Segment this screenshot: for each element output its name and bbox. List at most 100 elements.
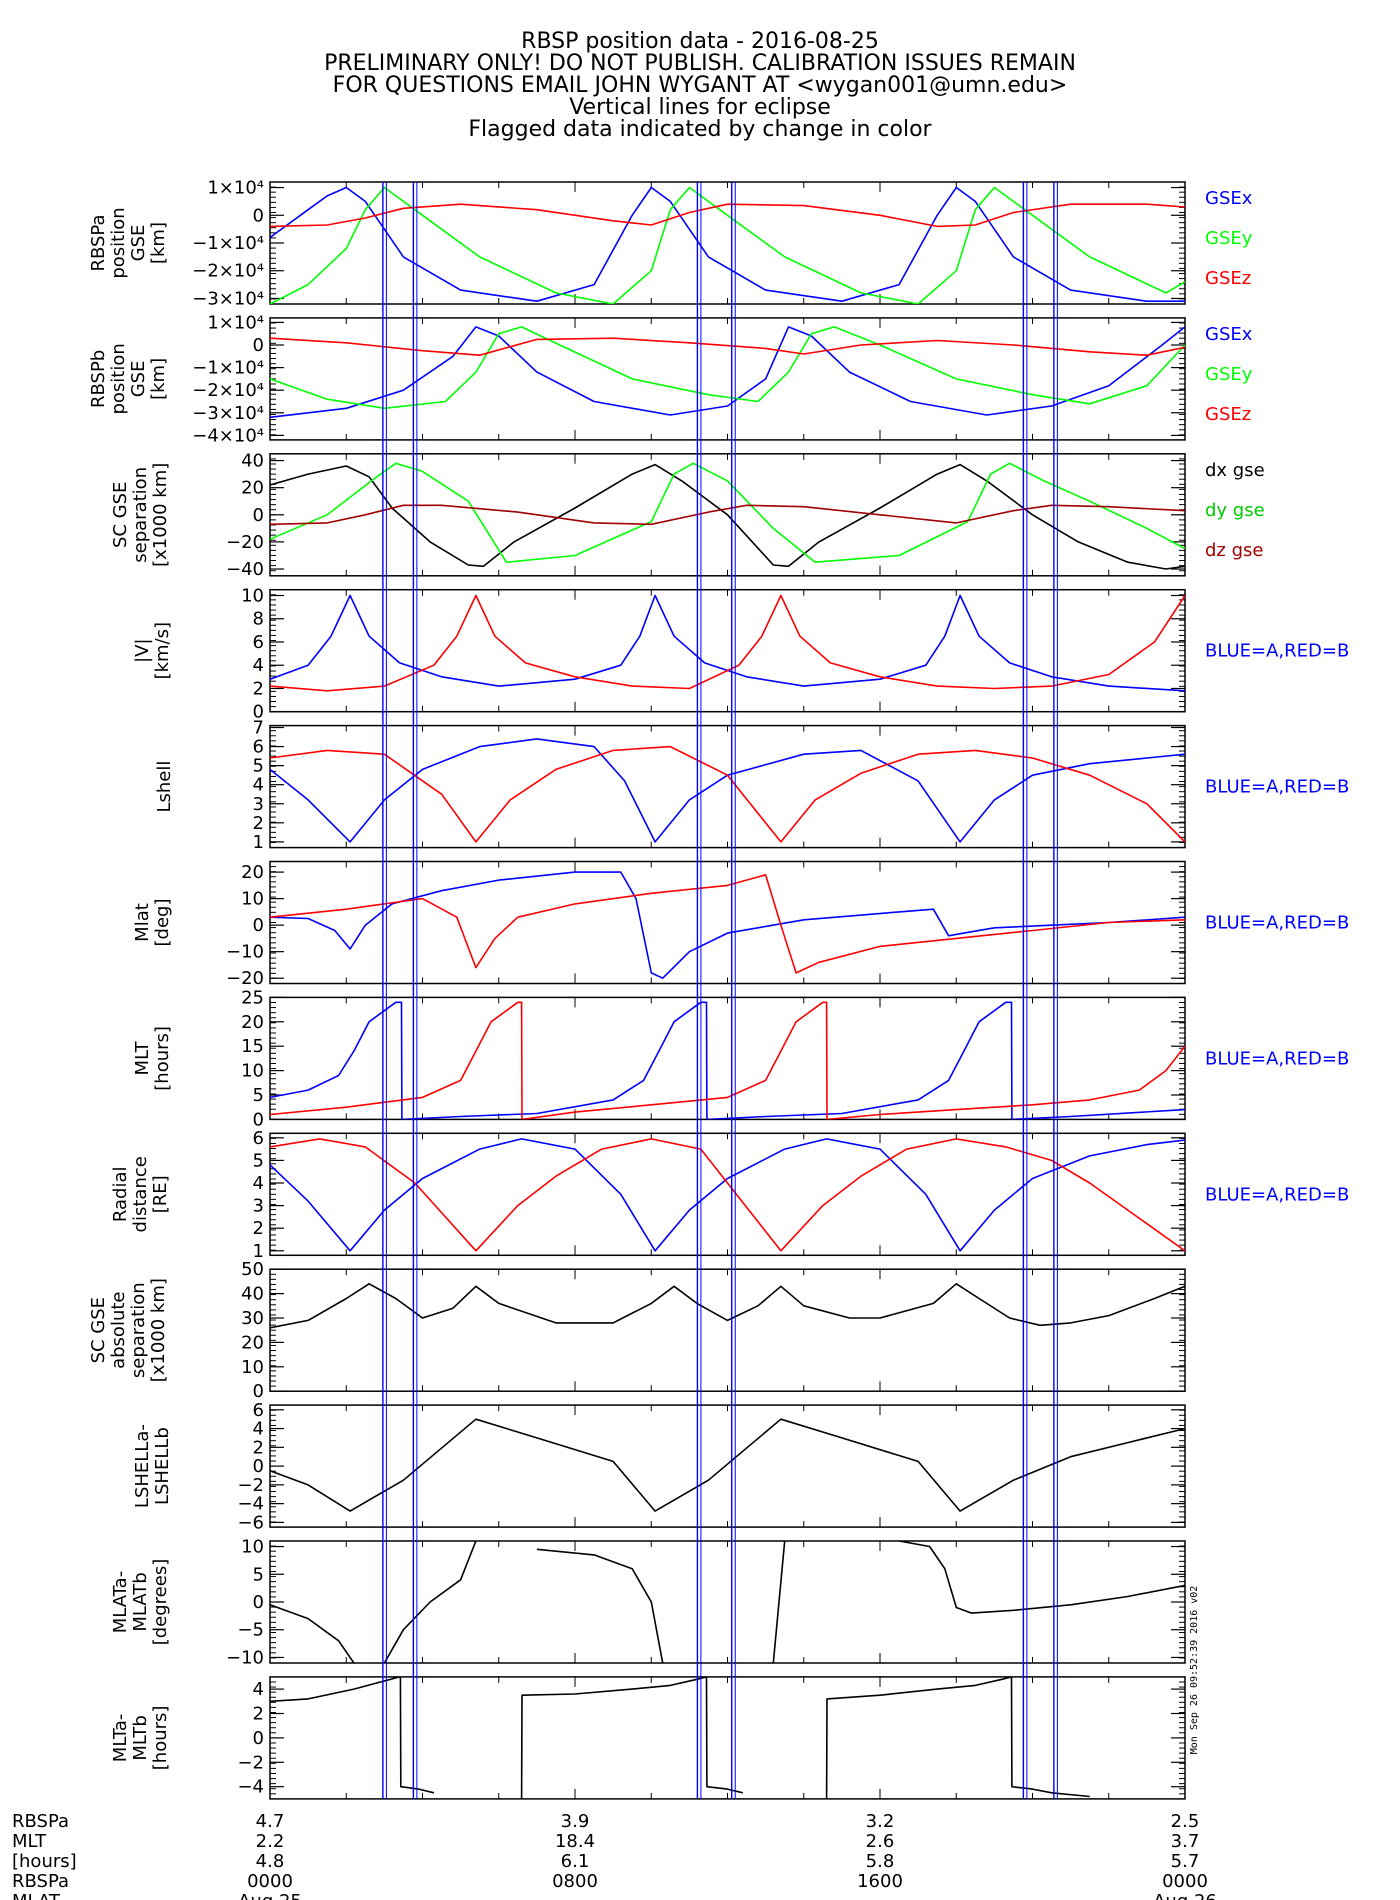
- y-axis-label: LSHELLb: [152, 1427, 173, 1505]
- y-tick-label: 30: [241, 1308, 264, 1329]
- y-tick-label: 25: [241, 987, 264, 1008]
- legend-entry: GSEz: [1205, 404, 1251, 425]
- series-line-dy-gse: [270, 462, 1185, 564]
- y-axis-label: RBSPa: [88, 214, 109, 271]
- tick-row-label: RBSPa: [12, 1871, 69, 1892]
- y-axis-label: [x1000 km]: [150, 463, 171, 567]
- panel-frame: [269, 317, 1186, 441]
- series-line-gsex: [270, 326, 1185, 419]
- series-line-gsez: [270, 337, 1185, 357]
- title-line: FOR QUESTIONS EMAIL JOHN WYGANT AT <wyga…: [333, 73, 1068, 98]
- y-axis-label: MLATa-: [110, 1571, 131, 1633]
- y-tick-label: 6: [253, 1400, 264, 1421]
- panel-frame: [269, 1540, 1186, 1664]
- legend-entry: dy gse: [1205, 500, 1265, 521]
- series-line-dz-gse: [270, 504, 1185, 526]
- y-axis-label: SC GSE: [88, 1297, 109, 1363]
- y-axis-label: MLT: [132, 1040, 153, 1075]
- y-tick-label: 3: [253, 794, 264, 815]
- y-tick-label: −10: [226, 942, 264, 963]
- panel-6: 20 10 0 −10 −20 Mlat [deg] BLUE=A,RED=B: [132, 860, 1349, 989]
- y-tick-label: 5: [253, 1085, 264, 1106]
- y-axis-label: Lshell: [154, 761, 175, 813]
- panel-11: 10 5 0 −5 −10 MLATa- MLATb [degrees]: [110, 1537, 1186, 1668]
- y-tick-label: −2: [237, 1752, 264, 1773]
- y-axis-label: [km]: [148, 222, 169, 264]
- panel-frame: [269, 588, 1186, 713]
- legend-entry: dx gse: [1205, 460, 1265, 481]
- series-line-a: [270, 1138, 1185, 1252]
- series-line-a: [270, 738, 1185, 843]
- y-tick-label: −6: [237, 1512, 264, 1533]
- y-tick-label: 6: [253, 737, 264, 758]
- y-tick-label: 5: [253, 1150, 264, 1171]
- y-axis-label: GSE: [128, 361, 149, 398]
- x-tick-label: 0800: [552, 1871, 598, 1892]
- series-line-seg4: [772, 1541, 786, 1663]
- y-axis-label: [deg]: [152, 899, 173, 947]
- y-tick-label: 6: [253, 1128, 264, 1149]
- y-tick-label: −20: [226, 968, 264, 989]
- panel-frame: [269, 1132, 1186, 1257]
- title-line: PRELIMINARY ONLY! DO NOT PUBLISH. CALIBR…: [324, 51, 1076, 76]
- y-tick-label: −1×10⁴: [192, 233, 264, 254]
- title-line: Flagged data indicated by change in colo…: [468, 117, 932, 142]
- y-axis-label: MLTa-: [110, 1714, 131, 1763]
- y-tick-label: 8: [253, 609, 264, 630]
- x-tick-label: 2.2: [256, 1831, 285, 1852]
- panel-12: 4 2 0 −2 −4 MLTa- MLTb [hours]: [110, 1676, 1186, 1800]
- series-line-seg3: [536, 1548, 664, 1663]
- y-tick-label: 2: [253, 813, 264, 834]
- series-line-gsey: [270, 186, 1185, 304]
- y-tick-label: 1: [253, 1241, 264, 1262]
- panel-frame: [269, 1676, 1186, 1800]
- y-tick-label: −4: [237, 1777, 264, 1798]
- y-tick-label: 4: [253, 1419, 264, 1440]
- y-tick-label: 50: [241, 1259, 264, 1280]
- legend-entry: BLUE=A,RED=B: [1205, 1048, 1349, 1069]
- legend-entry: GSEx: [1205, 324, 1253, 345]
- legend-entry: GSEx: [1205, 188, 1253, 209]
- tick-row-label: [hours]: [12, 1851, 77, 1872]
- y-tick-label: 2: [253, 1218, 264, 1239]
- y-tick-label: 4: [253, 1679, 264, 1700]
- title-line: RBSP position data - 2016-08-25: [521, 29, 879, 54]
- y-tick-label: −1×10⁴: [192, 358, 264, 379]
- y-axis-label: distance: [130, 1156, 151, 1232]
- series-line-seg3: [825, 1676, 1090, 1799]
- y-tick-label: 7: [253, 718, 264, 739]
- y-axis-label: absolute: [108, 1292, 129, 1369]
- y-tick-label: 0: [253, 335, 264, 356]
- y-tick-label: 4: [253, 775, 264, 796]
- legend-entry: BLUE=A,RED=B: [1205, 641, 1349, 662]
- title-line: Vertical lines for eclipse: [569, 95, 831, 120]
- y-tick-label: −4×10⁴: [192, 425, 264, 446]
- y-tick-label: 40: [241, 1284, 264, 1305]
- y-tick-label: 0: [253, 1456, 264, 1477]
- series-line-seg1: [270, 1676, 435, 1794]
- y-tick-label: 1×10⁴: [207, 312, 264, 333]
- y-tick-label: 5: [253, 756, 264, 777]
- series-line-dl: [270, 1418, 1185, 1512]
- y-axis-label: [hours]: [152, 1026, 173, 1091]
- panel-frame: [269, 860, 1186, 985]
- legend-entry: GSEz: [1205, 268, 1251, 289]
- y-tick-label: 0: [253, 915, 264, 936]
- y-axis-label: MLTb: [130, 1715, 151, 1761]
- x-tick-label: Aug 26: [1153, 1891, 1217, 1900]
- series-line-seg2: [520, 1676, 743, 1799]
- y-tick-label: 0: [253, 505, 264, 526]
- x-tick-label: 4.7: [256, 1811, 285, 1832]
- y-axis-label: [km/s]: [152, 622, 173, 679]
- series-line-b: [270, 873, 1185, 974]
- y-tick-label: 2: [253, 1704, 264, 1725]
- panel-7: 25 20 15 10 5 0 MLT [hours] BLUE=A,RED=B: [132, 987, 1349, 1130]
- x-tick-label: 5.7: [1171, 1851, 1200, 1872]
- y-tick-label: −2×10⁴: [192, 261, 264, 282]
- eclipse-lines: [382, 182, 1058, 1799]
- y-tick-label: 6: [253, 632, 264, 653]
- tick-row-label: MLAT: [12, 1891, 61, 1900]
